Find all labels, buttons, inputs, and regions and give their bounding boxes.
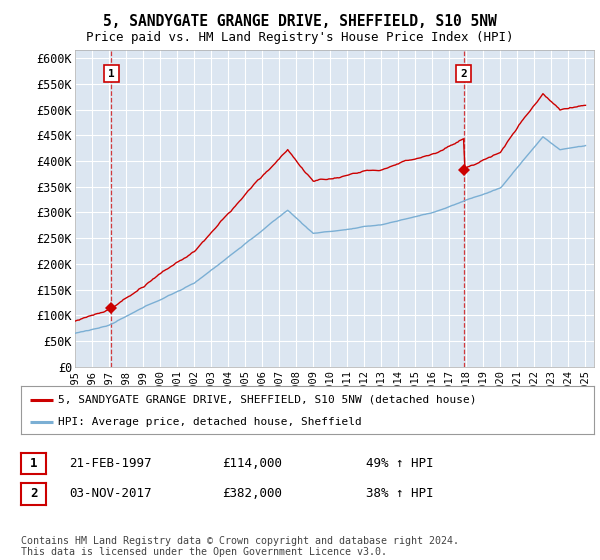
Text: 2: 2: [460, 68, 467, 78]
Text: £382,000: £382,000: [222, 487, 282, 501]
Text: Price paid vs. HM Land Registry's House Price Index (HPI): Price paid vs. HM Land Registry's House …: [86, 31, 514, 44]
Text: 5, SANDYGATE GRANGE DRIVE, SHEFFIELD, S10 5NW: 5, SANDYGATE GRANGE DRIVE, SHEFFIELD, S1…: [103, 14, 497, 29]
Text: £114,000: £114,000: [222, 457, 282, 470]
Text: 38% ↑ HPI: 38% ↑ HPI: [366, 487, 433, 501]
Text: 49% ↑ HPI: 49% ↑ HPI: [366, 457, 433, 470]
Text: 5, SANDYGATE GRANGE DRIVE, SHEFFIELD, S10 5NW (detached house): 5, SANDYGATE GRANGE DRIVE, SHEFFIELD, S1…: [58, 395, 477, 405]
Text: Contains HM Land Registry data © Crown copyright and database right 2024.
This d: Contains HM Land Registry data © Crown c…: [21, 535, 459, 557]
Text: 2: 2: [30, 487, 37, 501]
Text: HPI: Average price, detached house, Sheffield: HPI: Average price, detached house, Shef…: [58, 417, 362, 427]
Text: 1: 1: [108, 68, 115, 78]
Text: 03-NOV-2017: 03-NOV-2017: [69, 487, 151, 501]
Text: 21-FEB-1997: 21-FEB-1997: [69, 457, 151, 470]
Text: 1: 1: [30, 457, 37, 470]
